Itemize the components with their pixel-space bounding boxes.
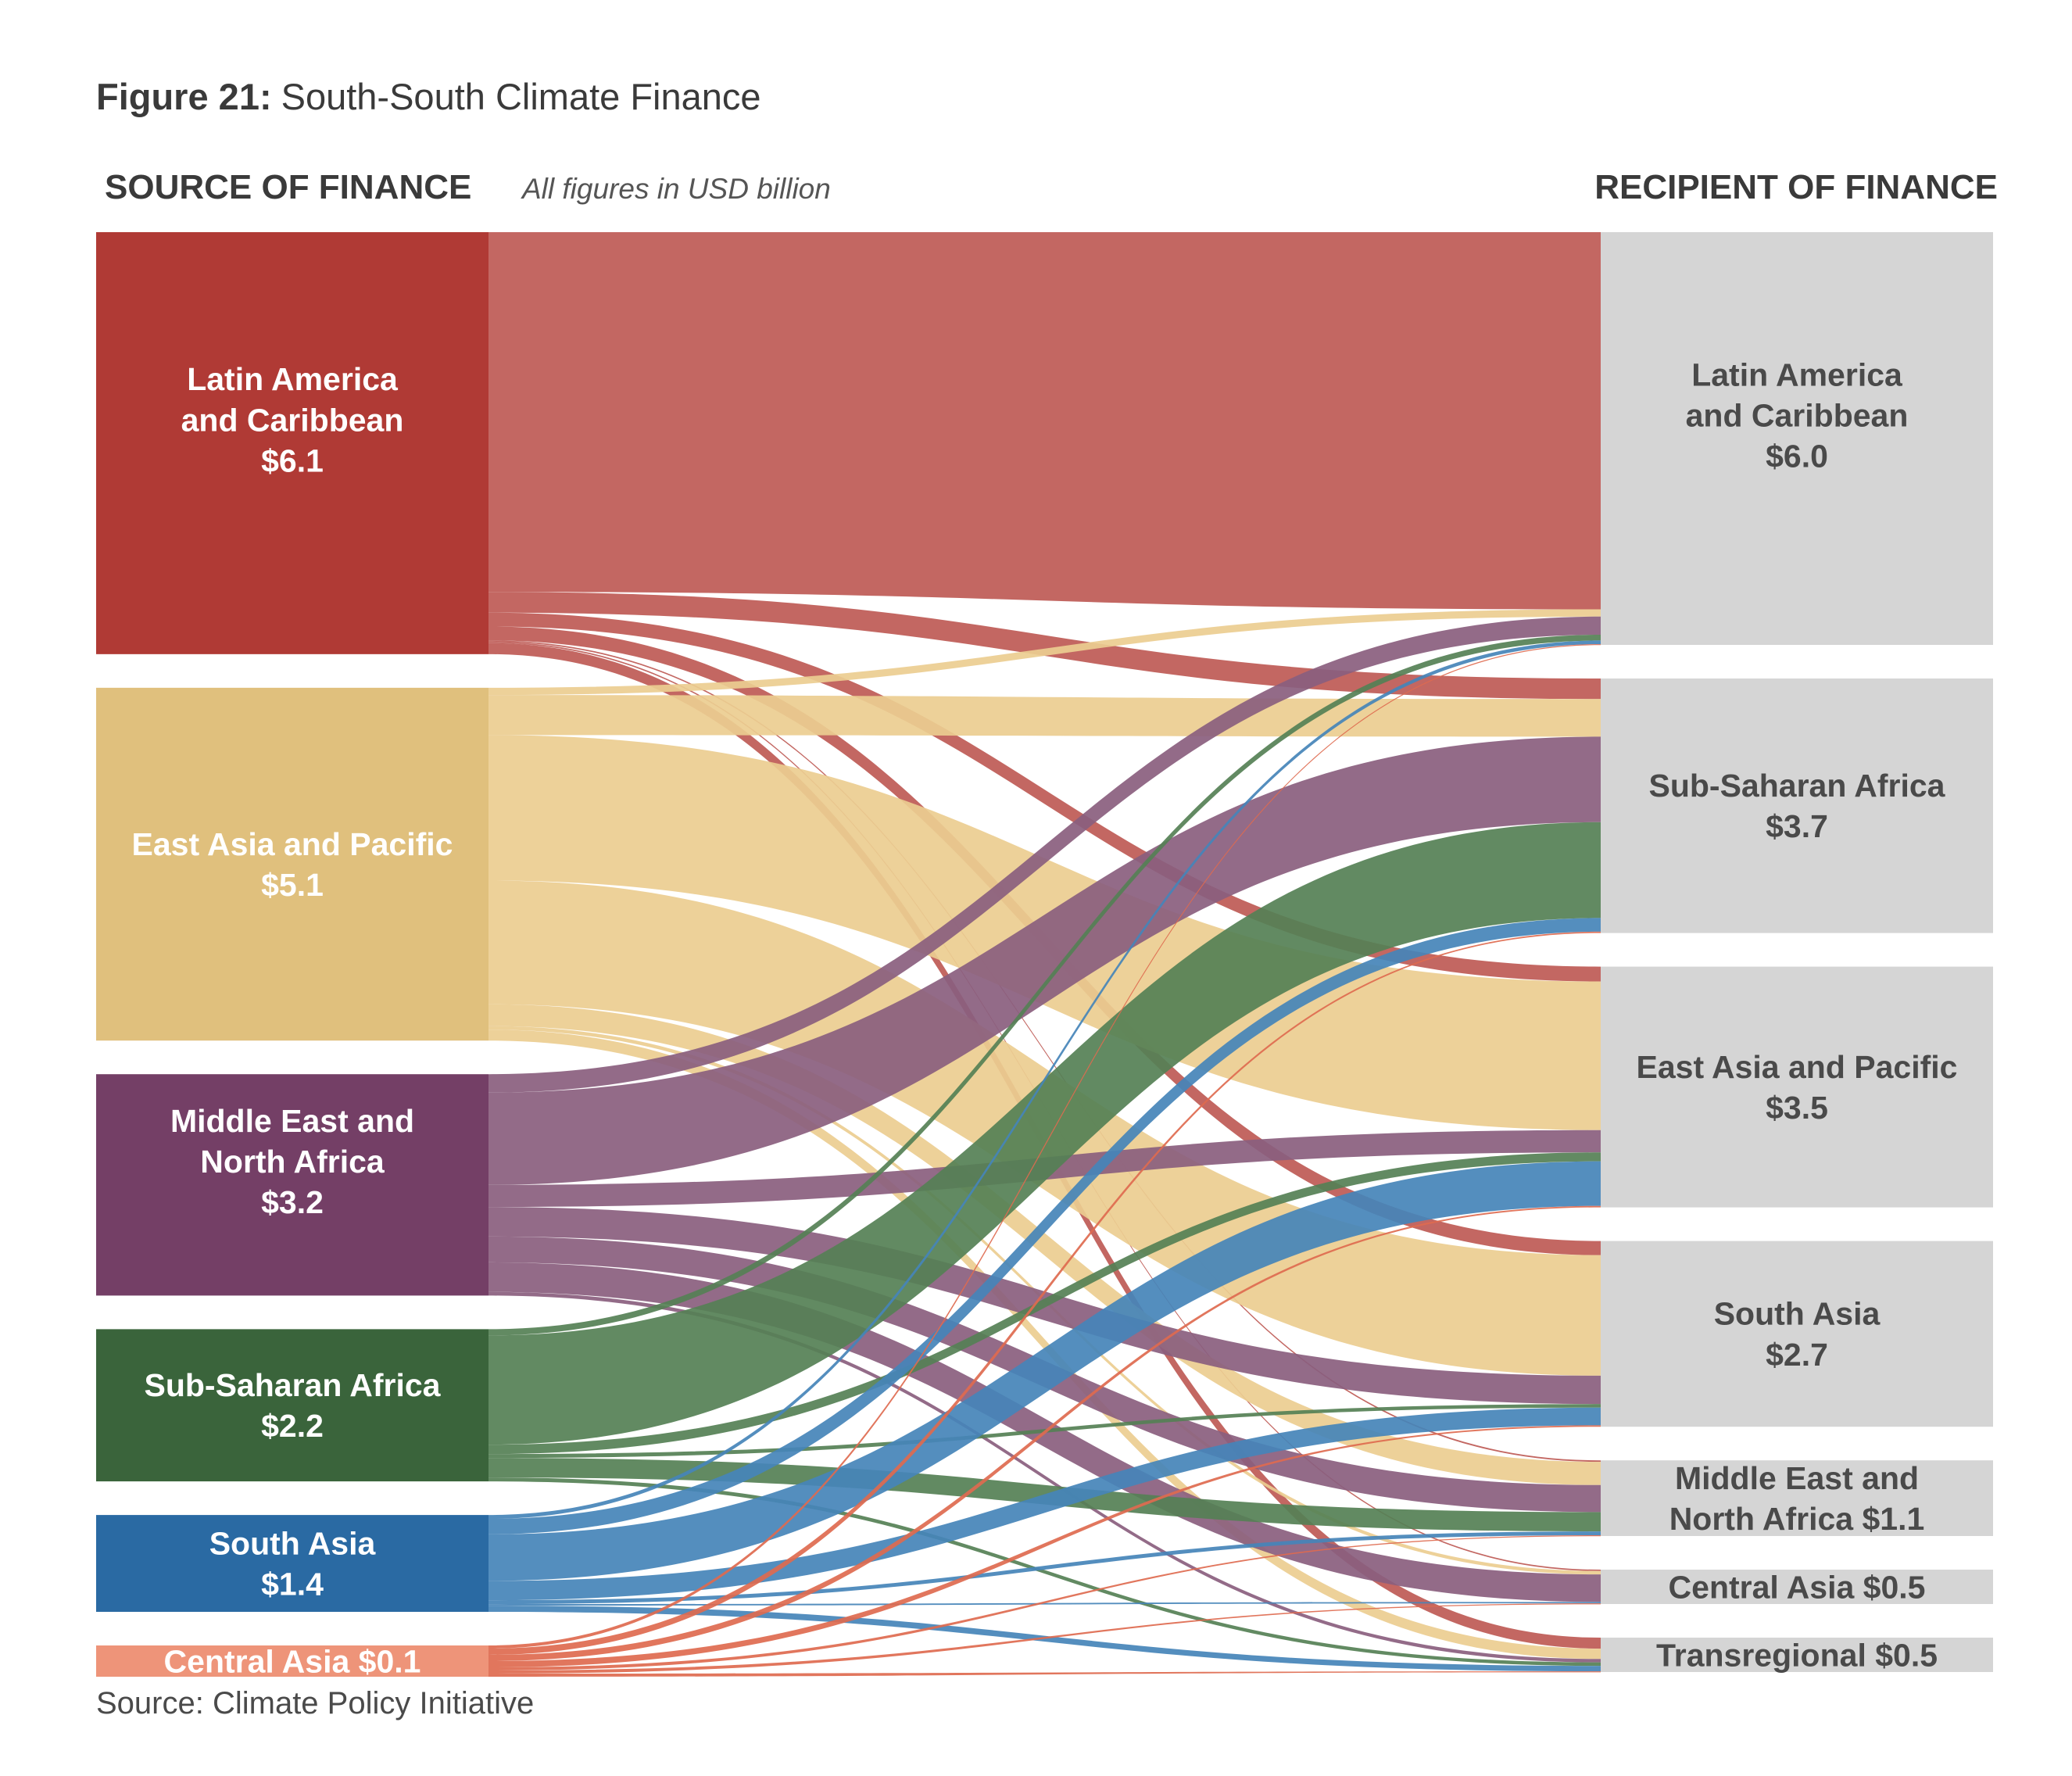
recipient-node-ssa xyxy=(1601,679,1993,933)
flow-eap-to-lac xyxy=(488,609,1601,696)
source-node-sa xyxy=(96,1515,488,1612)
flow-sa-to-lac xyxy=(488,640,1601,1520)
recipient-node-ca xyxy=(1601,1570,1993,1604)
flow-sa-to-mena xyxy=(488,1531,1601,1605)
source-label-eap-line-1: East Asia and Pacific xyxy=(132,826,453,862)
recipient-header: RECIPIENT OF FINANCE xyxy=(1594,168,1998,206)
flow-ca-to-ca xyxy=(488,1603,1601,1674)
recipient-node-lac xyxy=(1601,232,1993,645)
recipient-label-lac-line-3: $6.0 xyxy=(1766,438,1828,474)
flow-lac-to-eap xyxy=(488,612,1601,982)
flow-mena-to-lac xyxy=(488,616,1601,1093)
recipient-node-mena xyxy=(1601,1460,1993,1536)
source-label-mena-line-1: Middle East and xyxy=(170,1103,414,1139)
flow-ssa-to-eap xyxy=(488,1152,1601,1455)
flow-ca-to-ssa xyxy=(488,931,1601,1655)
flow-ca-to-lac xyxy=(488,644,1601,1649)
flow-eap-to-mena xyxy=(488,1004,1601,1485)
source-label-sa-line-2: $1.4 xyxy=(261,1566,324,1602)
recipient-label-ca-line-1: Central Asia $0.5 xyxy=(1669,1569,1926,1605)
flow-sa-to-sa xyxy=(488,1407,1601,1601)
source-label-lac-line-1: Latin America xyxy=(187,361,399,397)
source-node-mena xyxy=(96,1074,488,1296)
source-node-ssa xyxy=(96,1329,488,1482)
figure-title-text: South-South Climate Finance xyxy=(281,76,761,117)
recipient-label-mena-line-2: North Africa $1.1 xyxy=(1669,1501,1925,1537)
source-label-lac-line-3: $6.1 xyxy=(261,442,324,478)
figure-label: Figure 21: xyxy=(96,76,272,117)
flow-sa-to-ssa xyxy=(488,918,1601,1534)
flow-ssa-to-tr xyxy=(488,1477,1601,1667)
flow-mena-to-ssa xyxy=(488,736,1601,1185)
flow-eap-to-ssa xyxy=(488,695,1601,737)
source-label-sa-line-1: South Asia xyxy=(209,1525,377,1561)
recipient-label-mena-line-1: Middle East and xyxy=(1675,1460,1919,1496)
recipient-node-eap xyxy=(1601,966,1993,1208)
source-label-eap-line-2: $5.1 xyxy=(261,867,324,903)
recipient-label-tr-line-1: Transregional $0.5 xyxy=(1656,1637,1938,1673)
recipient-label-eap-line-1: East Asia and Pacific xyxy=(1637,1049,1958,1085)
flow-lac-to-lac xyxy=(488,232,1601,610)
recipient-node-sa xyxy=(1601,1241,1993,1427)
flow-ssa-to-lac xyxy=(488,635,1601,1336)
recipient-label-sa-line-2: $2.7 xyxy=(1766,1337,1828,1373)
source-note: Source: Climate Policy Initiative xyxy=(96,1686,534,1720)
source-node-eap xyxy=(96,687,488,1041)
recipient-label-sa-line-1: South Asia xyxy=(1714,1296,1881,1332)
recipient-nodes: Latin America and Caribbean $6.0 Sub-Sahara… xyxy=(1601,232,1993,1673)
units-note: All figures in USD billion xyxy=(521,173,831,205)
recipient-node-tr xyxy=(1601,1638,1993,1672)
source-label-mena-line-3: $3.2 xyxy=(261,1184,324,1220)
source-node-lac xyxy=(96,232,488,654)
source-nodes: Latin America and Caribbean $6.1 East Asia … xyxy=(96,232,488,1679)
source-label-ssa-line-2: $2.2 xyxy=(261,1408,324,1444)
flow-ca-to-mena xyxy=(488,1535,1601,1670)
source-label-ca-line-1: Central Asia $0.1 xyxy=(164,1643,421,1679)
recipient-label-ssa-line-2: $3.7 xyxy=(1766,808,1828,844)
flow-ssa-to-ssa xyxy=(488,822,1601,1445)
flow-ca-to-sa xyxy=(488,1425,1601,1667)
source-header: SOURCE OF FINANCE xyxy=(105,168,471,206)
flow-sa-to-eap xyxy=(488,1161,1601,1581)
flow-sa-to-ca xyxy=(488,1602,1601,1606)
recipient-label-lac-line-2: and Caribbean xyxy=(1686,397,1909,433)
flow-lac-to-mena xyxy=(488,640,1601,1463)
flow-ca-to-tr xyxy=(488,1671,1601,1677)
source-label-lac-line-2: and Caribbean xyxy=(181,402,404,438)
flow-ca-to-eap xyxy=(488,1205,1601,1661)
source-label-ssa-line-1: Sub-Saharan Africa xyxy=(145,1367,442,1403)
flows-layer xyxy=(488,232,1601,1677)
recipient-label-eap-line-2: $3.5 xyxy=(1766,1090,1828,1126)
recipient-label-ssa-line-1: Sub-Saharan Africa xyxy=(1649,768,1946,804)
source-label-mena-line-2: North Africa xyxy=(200,1144,385,1180)
source-node-ca xyxy=(96,1645,488,1677)
flow-eap-to-tr xyxy=(488,1029,1601,1660)
figure-title: Figure 21: South-South Climate Finance xyxy=(96,76,761,117)
flow-mena-to-tr xyxy=(488,1291,1601,1663)
recipient-label-lac-line-1: Latin America xyxy=(1691,356,1903,392)
